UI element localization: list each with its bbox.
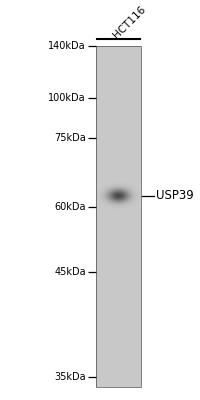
Text: 60kDa: 60kDa	[54, 202, 85, 212]
Bar	[96, 46, 140, 387]
Text: USP39: USP39	[155, 189, 193, 202]
Text: 45kDa: 45kDa	[54, 267, 85, 277]
Bar	[96, 46, 140, 387]
Text: HCT116: HCT116	[111, 4, 147, 41]
Text: 140kDa: 140kDa	[48, 42, 85, 52]
Text: 100kDa: 100kDa	[48, 93, 85, 103]
Text: 75kDa: 75kDa	[54, 133, 85, 143]
Text: 35kDa: 35kDa	[54, 372, 85, 382]
